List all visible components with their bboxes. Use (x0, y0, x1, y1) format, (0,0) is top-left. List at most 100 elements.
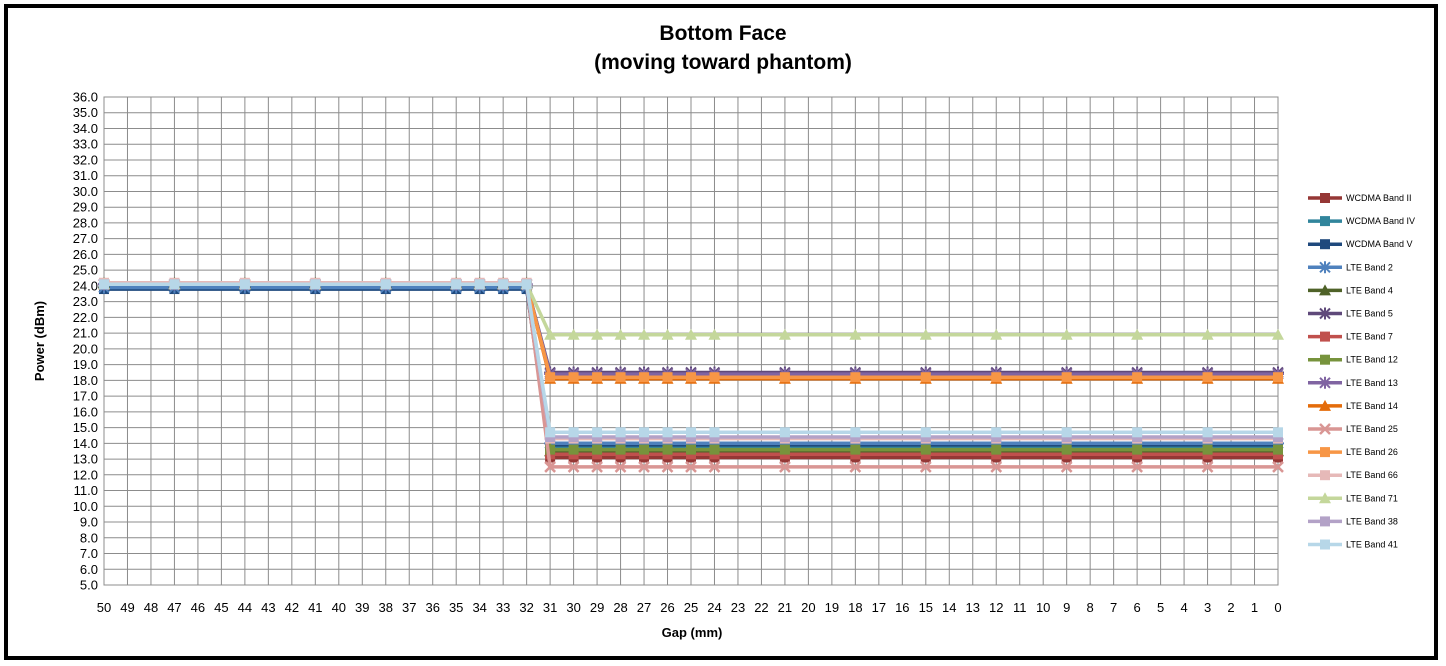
data-point (850, 427, 861, 438)
data-point (568, 427, 579, 438)
legend-label: LTE Band 7 (1346, 332, 1393, 342)
data-point (615, 372, 626, 383)
data-point (850, 444, 861, 455)
legend-marker (1320, 193, 1330, 203)
x-tick-label: 45 (214, 600, 228, 615)
data-point (1132, 427, 1143, 438)
data-point (1131, 461, 1144, 473)
data-point (990, 461, 1003, 473)
legend-item: LTE Band 66 (1308, 470, 1398, 481)
x-tick-label: 48 (144, 600, 158, 615)
x-tick-label: 41 (308, 600, 322, 615)
legend-item: LTE Band 5 (1308, 307, 1393, 320)
x-tick-label: 1 (1251, 600, 1258, 615)
data-point (686, 372, 696, 383)
legend-label: LTE Band 66 (1346, 470, 1398, 480)
data-point (920, 444, 931, 455)
legend-label: LTE Band 4 (1346, 285, 1393, 295)
x-tick-label: 7 (1110, 600, 1117, 615)
series-group (98, 276, 1284, 473)
data-point (850, 372, 861, 383)
x-tick-label: 39 (355, 600, 369, 615)
legend-marker (1319, 423, 1331, 435)
y-tick-label: 19.0 (73, 357, 98, 372)
legend-item: LTE Band 26 (1308, 447, 1398, 458)
x-tick-label: 15 (919, 600, 933, 615)
legend-item: LTE Band 2 (1308, 261, 1393, 274)
data-point (544, 461, 557, 473)
data-point (990, 328, 1003, 340)
data-point (779, 444, 790, 455)
data-point (1061, 427, 1072, 438)
x-tick-label: 9 (1063, 600, 1070, 615)
data-point (685, 461, 697, 473)
y-tick-label: 18.0 (73, 373, 98, 388)
y-tick-label: 25.0 (73, 263, 98, 278)
x-tick-label: 28 (613, 600, 627, 615)
legend-marker (1319, 284, 1331, 296)
y-tick-label: 13.0 (73, 452, 98, 467)
y-tick-label: 30.0 (73, 184, 98, 199)
x-tick-label: 25 (684, 600, 698, 615)
data-point (239, 279, 250, 290)
x-tick-label: 2 (1227, 600, 1234, 615)
legend-label: WCDMA Band V (1346, 239, 1413, 249)
data-point (1061, 372, 1072, 383)
data-point (615, 444, 626, 455)
data-point (919, 461, 932, 473)
x-tick-label: 20 (801, 600, 815, 615)
data-point (1060, 328, 1073, 340)
legend-label: LTE Band 14 (1346, 401, 1398, 411)
x-tick-label: 14 (942, 600, 956, 615)
y-tick-label: 22.0 (73, 310, 98, 325)
x-tick-label: 36 (425, 600, 439, 615)
x-tick-label: 42 (285, 600, 299, 615)
data-point (778, 328, 791, 340)
x-tick-label: 27 (637, 600, 651, 615)
data-point (919, 328, 932, 340)
x-tick-label: 8 (1087, 600, 1094, 615)
y-tick-label: 6.0 (80, 562, 98, 577)
data-point (661, 461, 674, 473)
legend-marker (1320, 331, 1330, 342)
data-point (686, 427, 696, 438)
legend-item: WCDMA Band V (1308, 239, 1413, 250)
y-tick-label: 24.0 (73, 278, 98, 293)
x-tick-label: 0 (1274, 600, 1281, 615)
x-tick-label: 32 (519, 600, 533, 615)
data-point (1201, 461, 1214, 473)
legend-item: LTE Band 71 (1308, 492, 1398, 504)
legend-marker (1320, 354, 1330, 365)
data-point (544, 328, 557, 340)
data-point (545, 427, 556, 438)
legend-marker (1320, 216, 1330, 227)
legend-marker (1319, 307, 1331, 320)
legend-item: LTE Band 41 (1308, 539, 1398, 550)
y-tick-label: 16.0 (73, 404, 98, 419)
x-tick-label: 49 (120, 600, 134, 615)
data-point (592, 372, 603, 383)
legend-marker (1320, 447, 1330, 458)
y-tick-label: 8.0 (80, 530, 98, 545)
chart-subtitle: (moving toward phantom) (594, 51, 852, 74)
legend-marker (1319, 376, 1331, 389)
legend-label: LTE Band 41 (1346, 540, 1398, 550)
data-point (1201, 328, 1214, 340)
data-point (614, 461, 627, 473)
data-point (920, 372, 931, 383)
data-point (568, 444, 579, 455)
x-tick-label: 24 (707, 600, 721, 615)
data-point (1272, 328, 1284, 340)
data-point (991, 427, 1002, 438)
x-tick-label: 47 (167, 600, 181, 615)
data-point (1272, 461, 1284, 473)
x-tick-label: 46 (191, 600, 205, 615)
x-tick-label: 10 (1036, 600, 1050, 615)
data-point (708, 328, 721, 340)
data-point (779, 461, 791, 473)
data-point (1202, 372, 1213, 383)
data-point (920, 427, 931, 438)
legend-label: LTE Band 2 (1346, 262, 1393, 272)
data-point (779, 427, 790, 438)
